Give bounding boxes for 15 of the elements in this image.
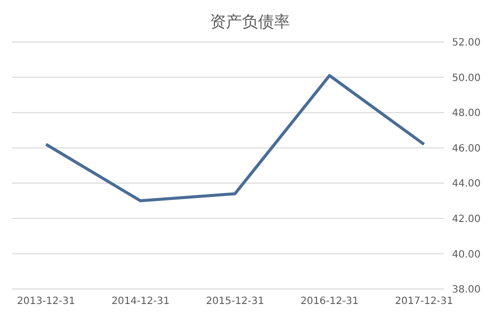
y-tick-label: 52.00: [452, 38, 481, 49]
chart-title: 资产负债率: [209, 11, 291, 33]
x-tick-label: 2017-12-31: [394, 296, 454, 308]
line-series: [44, 74, 426, 202]
y-tick-label: 42.00: [452, 214, 481, 225]
x-tick-label: 2014-12-31: [111, 296, 170, 308]
x-tick-label: 2013-12-31: [16, 296, 76, 308]
x-tick-label: 2015-12-31: [206, 296, 264, 308]
y-tick-label: 46.00: [452, 143, 481, 154]
y-tick-label: 50.00: [452, 72, 481, 84]
y-tick-label: 38.00: [452, 284, 481, 296]
y-tick-label: 44.00: [452, 178, 481, 190]
y-tick-label: 40.00: [452, 249, 481, 260]
x-tick-label: 2016-12-31: [300, 296, 359, 308]
y-tick-label: 48.00: [452, 108, 481, 120]
